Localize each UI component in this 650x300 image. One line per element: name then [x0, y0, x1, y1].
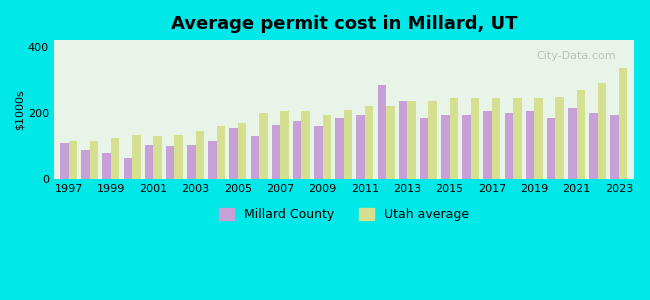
Bar — [216, 126, 225, 179]
Bar — [60, 143, 69, 179]
Bar — [166, 146, 174, 179]
Bar — [450, 98, 458, 179]
Bar — [174, 135, 183, 179]
Bar — [344, 110, 352, 179]
Bar — [132, 135, 140, 179]
Bar — [484, 111, 492, 179]
Bar — [408, 101, 416, 179]
Bar — [251, 136, 259, 179]
Bar — [124, 158, 132, 179]
Bar — [568, 108, 577, 179]
Bar — [293, 122, 302, 179]
Bar — [598, 83, 606, 179]
Bar — [386, 106, 395, 179]
Bar — [577, 90, 585, 179]
Bar — [153, 136, 162, 179]
Bar — [471, 98, 479, 179]
Bar — [513, 98, 521, 179]
Bar — [356, 115, 365, 179]
Bar — [420, 118, 428, 179]
Bar — [259, 113, 268, 179]
Bar — [322, 115, 331, 179]
Bar — [534, 98, 543, 179]
Bar — [238, 123, 246, 179]
Bar — [428, 101, 437, 179]
Bar — [335, 118, 344, 179]
Bar — [610, 115, 619, 179]
Bar — [208, 141, 216, 179]
Title: Average permit cost in Millard, UT: Average permit cost in Millard, UT — [170, 15, 517, 33]
Bar — [462, 115, 471, 179]
Bar — [302, 111, 310, 179]
Text: City-Data.com: City-Data.com — [537, 51, 616, 61]
Legend: Millard County, Utah average: Millard County, Utah average — [214, 202, 474, 226]
Bar — [280, 111, 289, 179]
Bar — [229, 128, 238, 179]
Bar — [492, 98, 500, 179]
Bar — [111, 138, 120, 179]
Bar — [365, 106, 373, 179]
Bar — [103, 153, 111, 179]
Bar — [314, 126, 322, 179]
Bar — [590, 113, 598, 179]
Bar — [556, 97, 564, 179]
Bar — [81, 150, 90, 179]
Bar — [90, 141, 98, 179]
Bar — [187, 145, 196, 179]
Bar — [547, 118, 556, 179]
Bar — [504, 113, 513, 179]
Bar — [378, 85, 386, 179]
Bar — [441, 115, 450, 179]
Bar — [526, 111, 534, 179]
Bar — [399, 101, 408, 179]
Bar — [145, 145, 153, 179]
Bar — [69, 141, 77, 179]
Bar — [619, 68, 627, 179]
Bar — [272, 125, 280, 179]
Bar — [196, 131, 204, 179]
Y-axis label: $1000s: $1000s — [15, 89, 25, 130]
